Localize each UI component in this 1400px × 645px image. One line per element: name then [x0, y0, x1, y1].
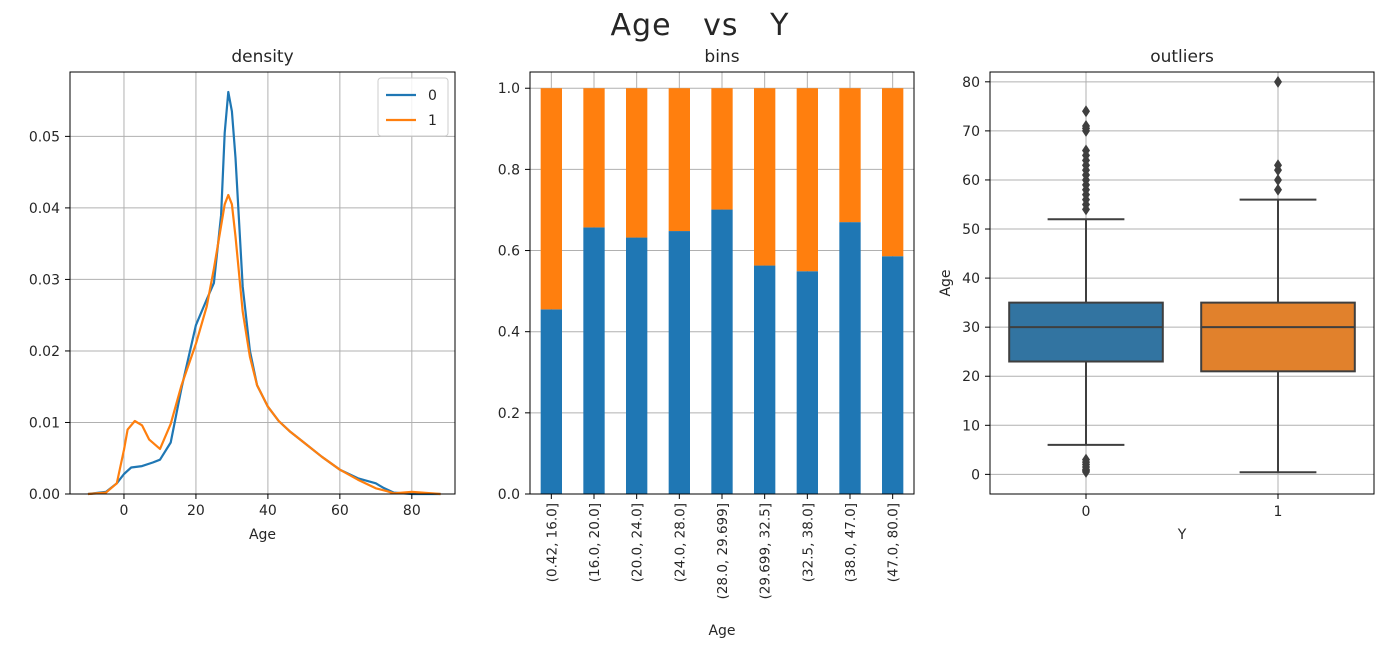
y-tick-label: 70: [962, 124, 980, 140]
bar-segment-0: [540, 309, 562, 494]
chart-title: density: [231, 47, 293, 67]
y-tick-label: 0.00: [29, 487, 60, 503]
bar-segment-1: [540, 88, 562, 310]
outlier-point: [1274, 159, 1282, 172]
outlier-point: [1274, 75, 1282, 88]
density-line-0: [87, 90, 441, 496]
y-tick-label: 0.05: [29, 129, 60, 145]
x-axis-label: Y: [1177, 527, 1187, 543]
x-tick-label: (28.0, 29.699]: [715, 503, 731, 599]
y-tick-label: 0.8: [498, 162, 520, 178]
density-plot: 0 20 40 60 80 0.00 0.01 0.02 0.03 0.04 0.05 density…: [29, 47, 456, 543]
y-axis-label: Age: [938, 269, 954, 296]
bar-segment-1: [626, 88, 648, 238]
bar-segment-0: [626, 237, 648, 495]
y-tick-label: 1.0: [498, 81, 520, 97]
y-tick-label: 0.0: [498, 487, 520, 503]
outlier-point: [1274, 183, 1282, 196]
x-tick-label: 40: [259, 503, 277, 519]
legend-box: [377, 77, 449, 137]
x-axis-label: Age: [249, 527, 276, 543]
y-tick-label: 50: [962, 222, 980, 238]
bar-segment-0: [711, 209, 733, 494]
y-tick-label: 0.2: [498, 406, 520, 422]
y-tick-label: 10: [962, 418, 980, 434]
bar-segment-0: [882, 256, 904, 494]
bar-segment-1: [668, 88, 690, 232]
outlier-point: [1082, 105, 1090, 118]
x-tick-label: (16.0, 20.0]: [587, 503, 603, 582]
bar-segment-1: [711, 88, 733, 210]
bar-segment-0: [839, 222, 861, 494]
plot-frame: [989, 71, 1375, 495]
x-tick-label: (47.0, 80.0]: [886, 503, 902, 582]
x-tick-label: 20: [187, 503, 205, 519]
density-line-1: [87, 193, 441, 496]
bar-segment-1: [839, 88, 861, 223]
bar-segment-0: [796, 271, 818, 494]
box-1: [1200, 301, 1356, 373]
bins-plot: (0.42, 16.0] (16.0, 20.0] (20.0, 24.0] (24.…: [498, 47, 915, 639]
y-tick-label: 0.6: [498, 244, 520, 260]
y-tick-label: 0.01: [29, 415, 60, 431]
box-0: [1008, 301, 1164, 363]
y-tick-label: 0.02: [29, 344, 60, 360]
bar-segment-1: [754, 88, 776, 266]
y-tick-label: 0.03: [29, 272, 60, 288]
y-tick-label: 0: [971, 467, 980, 483]
bar-segment-1: [796, 88, 818, 272]
x-tick-label: 0: [120, 503, 129, 519]
figure-title: Age vs Y: [610, 8, 790, 43]
x-tick-label: (20.0, 24.0]: [630, 503, 646, 582]
bar-segment-1: [583, 88, 605, 228]
plot-frame: [69, 71, 456, 495]
outlier-point: [1082, 453, 1090, 466]
x-axis-label: Age: [708, 623, 735, 639]
chart-title: bins: [704, 47, 739, 67]
y-tick-label: 30: [962, 320, 980, 336]
bar-segment-1: [882, 88, 904, 257]
y-tick-label: 80: [962, 75, 980, 91]
bar-segment-0: [668, 231, 690, 495]
x-tick-label: (29.699, 32.5]: [758, 503, 774, 599]
y-tick-label: 20: [962, 369, 980, 385]
y-tick-label: 60: [962, 173, 980, 189]
legend-label-0: 0: [428, 88, 437, 104]
chart-title: outliers: [1150, 47, 1214, 67]
outlier-point: [1274, 173, 1282, 186]
x-tick-label: 0: [1082, 504, 1091, 520]
bar-segment-0: [754, 265, 776, 494]
x-tick-label: 60: [331, 503, 349, 519]
x-tick-label: 1: [1274, 504, 1283, 520]
x-tick-label: (24.0, 28.0]: [672, 503, 688, 582]
legend-label-1: 1: [428, 113, 437, 129]
x-tick-label: (0.42, 16.0]: [544, 503, 560, 582]
x-tick-label: (32.5, 38.0]: [800, 503, 816, 582]
outlier-point: [1082, 144, 1090, 157]
bar-segment-0: [583, 227, 605, 495]
x-tick-label: 80: [403, 503, 421, 519]
y-tick-label: 0.4: [498, 325, 520, 341]
y-tick-label: 0.04: [29, 201, 60, 217]
outlier-point: [1082, 119, 1090, 132]
y-tick-label: 40: [962, 271, 980, 287]
x-tick-label: (38.0, 47.0]: [843, 503, 859, 582]
